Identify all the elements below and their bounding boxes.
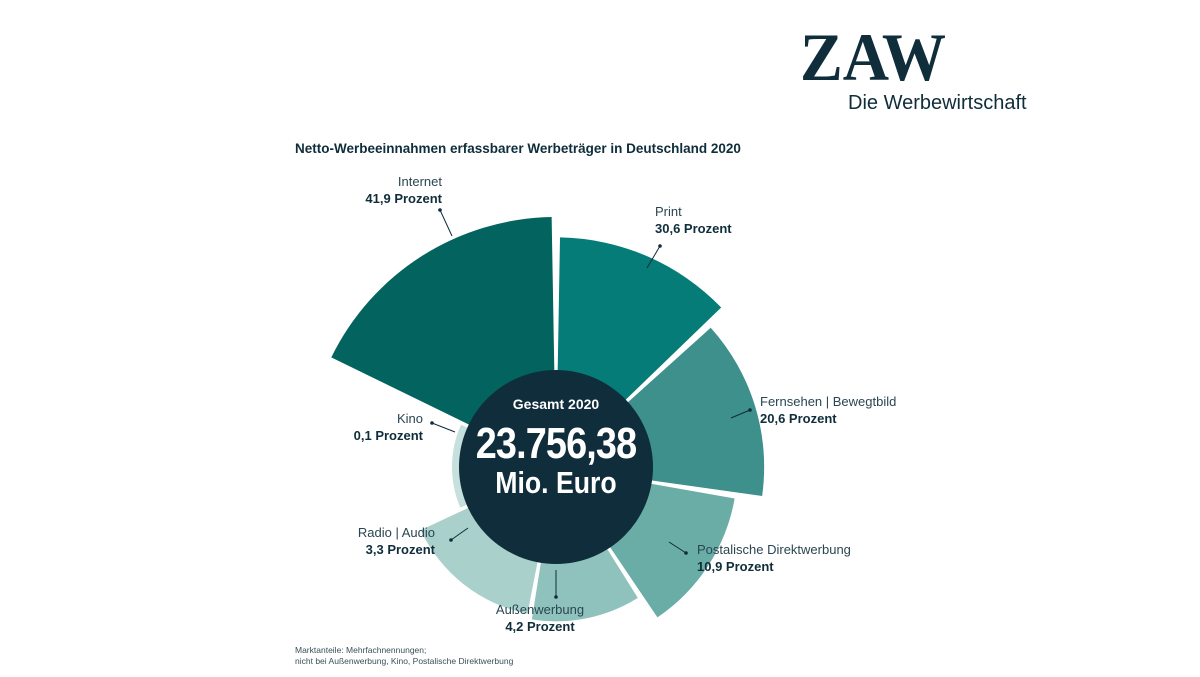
footnote: Marktanteile: Mehrfachnennungen; nicht b… xyxy=(295,645,513,667)
label-fernsehen-value: 20,6 Prozent xyxy=(760,411,837,426)
leader-line-print xyxy=(646,245,661,269)
leader-line-direktwerbung xyxy=(668,541,687,554)
leader-dot-direktwerbung xyxy=(684,551,688,555)
leader-dot-radio xyxy=(449,538,453,542)
label-aussenwerbung-name: Außenwerbung xyxy=(495,602,585,617)
footnote-line-1: Marktanteile: Mehrfachnennungen; xyxy=(295,645,427,655)
leader-line-radio xyxy=(450,527,469,541)
footnote-line-2: nicht bei Außenwerbung, Kino, Postalisch… xyxy=(295,656,514,666)
label-fernsehen: Fernsehen | Bewegtbild 20,6 Prozent xyxy=(760,393,896,427)
label-internet: Internet 41,9 Prozent xyxy=(330,173,442,207)
label-direktwerbung-value: 10,9 Prozent xyxy=(697,559,774,574)
sector-radio xyxy=(420,507,538,614)
label-kino: Kino 0,1 Prozent xyxy=(320,410,423,444)
sector-fernsehen xyxy=(626,327,765,496)
leader-dot-fernsehen xyxy=(748,408,752,412)
label-radio-name: Radio | Audio xyxy=(357,525,435,540)
sector-aussenwerbung xyxy=(531,547,638,622)
label-radio-value: 3,3 Prozent xyxy=(365,542,435,557)
label-fernsehen-name: Fernsehen | Bewegtbild xyxy=(760,394,897,409)
label-internet-value: 41,9 Prozent xyxy=(365,191,442,206)
label-kino-value: 0,1 Prozent xyxy=(353,428,423,443)
label-radio: Radio | Audio 3,3 Prozent xyxy=(320,524,435,558)
label-print: Print 30,6 Prozent xyxy=(655,203,732,237)
chart-title: Netto-Werbeeinnahmen erfassbarer Werbetr… xyxy=(295,141,741,156)
leader-dot-aussenwerbung xyxy=(554,595,558,599)
label-aussenwerbung: Außenwerbung 4,2 Prozent xyxy=(480,601,600,635)
label-print-name: Print xyxy=(655,204,682,219)
label-print-value: 30,6 Prozent xyxy=(655,221,732,236)
logo-subtitle: Die Werbewirtschaft xyxy=(848,92,1027,114)
label-internet-name: Internet xyxy=(397,174,442,189)
svg-text:ZAW: ZAW xyxy=(800,22,946,86)
sector-direktwerbung xyxy=(609,483,735,618)
sector-print xyxy=(557,237,722,402)
leader-dot-kino xyxy=(430,421,434,425)
label-direktwerbung-name: Postalische Direktwerbung xyxy=(697,542,851,557)
zaw-logo: ZAW xyxy=(800,22,946,86)
leader-line-kino xyxy=(431,422,456,433)
leader-dot-internet xyxy=(438,208,442,212)
leader-dot-print xyxy=(658,244,662,248)
label-aussenwerbung-value: 4,2 Prozent xyxy=(505,619,575,634)
leader-line-fernsehen xyxy=(730,409,751,419)
center-circle xyxy=(459,370,653,564)
label-direktwerbung: Postalische Direktwerbung 10,9 Prozent xyxy=(697,541,851,575)
sector-internet xyxy=(331,217,555,426)
label-kino-name: Kino xyxy=(396,411,423,426)
leader-line-internet xyxy=(439,209,453,237)
